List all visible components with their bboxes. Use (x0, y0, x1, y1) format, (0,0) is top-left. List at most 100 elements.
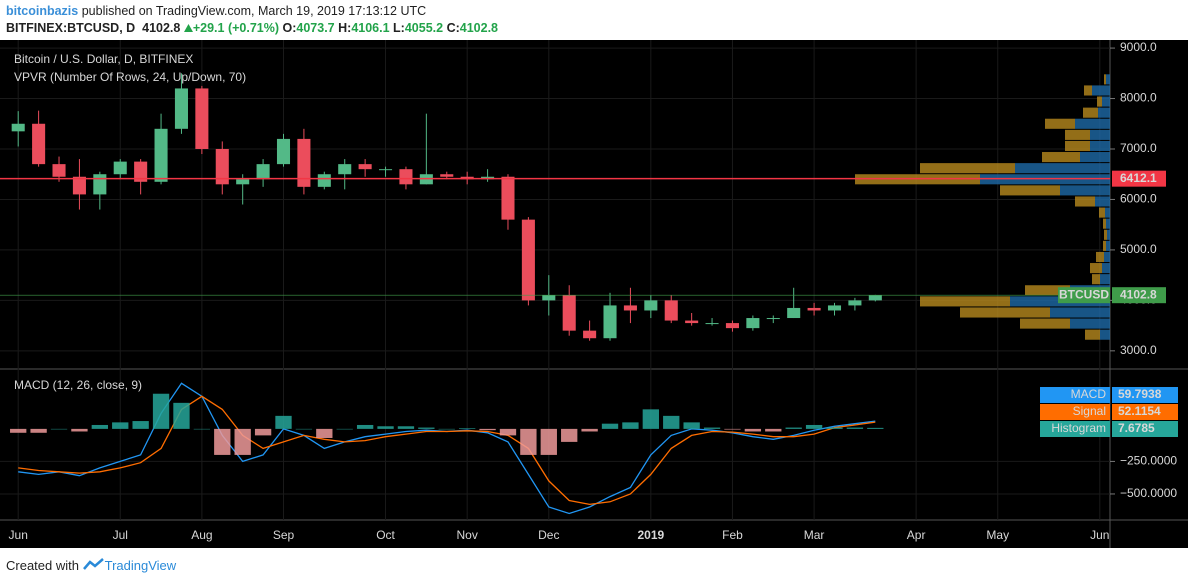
histogram-bar (826, 427, 843, 429)
vpvr-down (1097, 96, 1102, 107)
vpvr-down (960, 307, 1050, 318)
candle-body (276, 138, 291, 165)
candle-body (583, 330, 597, 339)
histogram-bar (112, 422, 129, 429)
candle-body (521, 219, 535, 301)
candle-body (664, 300, 678, 321)
histogram-bar (683, 422, 700, 429)
vpvr-down (1104, 229, 1107, 240)
vpvr-down (920, 296, 1010, 307)
candle-body (52, 164, 66, 177)
price-tag-value: 4102.8 (1120, 287, 1157, 301)
histogram-bar (744, 428, 762, 432)
y-tick-label: 8000.0 (1120, 91, 1157, 105)
ohlc: O:4073.7 H:4106.1 L:4055.2 C:4102.8 (283, 21, 499, 35)
vpvr-up (1092, 85, 1110, 96)
vpvr-down (1090, 263, 1102, 274)
candle-body (195, 88, 209, 149)
vpvr-down (1000, 185, 1060, 196)
candle-body (154, 128, 168, 182)
vpvr-up (1107, 229, 1110, 240)
legend-name-bg (1040, 404, 1110, 420)
vpvr-up (1104, 251, 1110, 263)
histogram-bar (459, 428, 476, 429)
vpvr-down (1099, 207, 1105, 218)
histogram-bar (377, 426, 394, 429)
histogram-bar (152, 393, 170, 429)
y-tick-label: 5000.0 (1120, 242, 1157, 256)
x-tick-label: May (986, 528, 1009, 542)
histogram-bar (479, 428, 496, 431)
vpvr-up (1098, 107, 1110, 118)
y-tick-label: −250.0000 (1120, 454, 1177, 468)
candle-body (174, 88, 188, 129)
legend-value: 59.7938 (1118, 387, 1162, 401)
ohlc-value: 4073.7 (296, 21, 335, 35)
candle-body (868, 295, 882, 301)
candle-body (236, 179, 250, 185)
histogram-bar (867, 427, 884, 429)
histogram-bar (663, 415, 680, 429)
vpvr-up (1100, 274, 1110, 285)
vpvr-down (1083, 107, 1098, 118)
histogram-bar (499, 428, 517, 436)
ohlc-label: L: (393, 21, 405, 35)
macd-line (18, 395, 876, 506)
candle-body (134, 161, 148, 182)
vpvr-up (1102, 96, 1110, 107)
price-tag-value: 6412.1 (1120, 171, 1157, 185)
histogram-bar (520, 428, 537, 455)
histogram-bar (234, 428, 251, 455)
footer-text: Created with (6, 558, 79, 573)
vpvr-down (1104, 74, 1106, 85)
ohlc-label: O: (282, 21, 297, 35)
candle-body (603, 305, 617, 339)
candle-body (440, 174, 454, 177)
symbol-line: BITFINEX:BTCUSD, D 4102.8 +29.1 (+0.71%)… (6, 21, 498, 35)
ohlc-label: C: (446, 21, 460, 35)
vpvr-down (1085, 329, 1100, 340)
y-tick-label: 9000.0 (1120, 40, 1157, 54)
ohlc-value: 4106.1 (351, 21, 390, 35)
candle-body (379, 169, 393, 171)
brand[interactable]: TradingView (104, 558, 177, 573)
x-tick-label: Jun (9, 528, 28, 542)
y-tick-label: 6000.0 (1120, 192, 1157, 206)
x-tick-label: Sep (273, 528, 295, 542)
publish-line: bitcoinbazis published on TradingView.co… (6, 4, 426, 18)
vpvr-up (1106, 240, 1110, 251)
y-tick-label: −500.0000 (1120, 486, 1177, 500)
histogram-bar (71, 428, 88, 432)
y-tick-label: 7000.0 (1120, 141, 1157, 155)
candle-body (358, 164, 372, 170)
histogram-bar (336, 428, 353, 430)
vpvr-down (1092, 274, 1100, 285)
chart-title: Bitcoin / U.S. Dollar, D, BITFINEX (14, 52, 193, 66)
chart: 3000.04000.05000.06000.07000.08000.09000… (0, 40, 1188, 548)
vpvr-up (1015, 163, 1110, 174)
candle-body (317, 174, 331, 187)
candle-body (705, 323, 719, 325)
histogram-bar (805, 424, 823, 429)
legend-name-bg (1040, 387, 1110, 403)
candle-body (725, 323, 739, 329)
ohlc-label: H: (338, 21, 352, 35)
histogram-bar (601, 423, 619, 429)
author[interactable]: bitcoinbazis (6, 4, 79, 18)
candle-body (644, 300, 658, 311)
price-tag-bg (1058, 287, 1110, 304)
legend-value: 7.6785 (1118, 421, 1155, 435)
histogram-bar (173, 402, 190, 429)
histogram-bar (622, 422, 639, 429)
legend-value-bg (1112, 387, 1178, 403)
vpvr-down (1103, 218, 1106, 229)
candle-body (338, 164, 352, 175)
vpvr-up (1090, 129, 1110, 140)
histogram-bar (356, 424, 374, 429)
histogram-bar (193, 428, 211, 430)
vpvr-up (1105, 207, 1110, 218)
legend-name-bg (1040, 421, 1110, 437)
histogram-bar (10, 428, 27, 433)
candle-body (766, 318, 780, 320)
candle-body (807, 307, 821, 311)
